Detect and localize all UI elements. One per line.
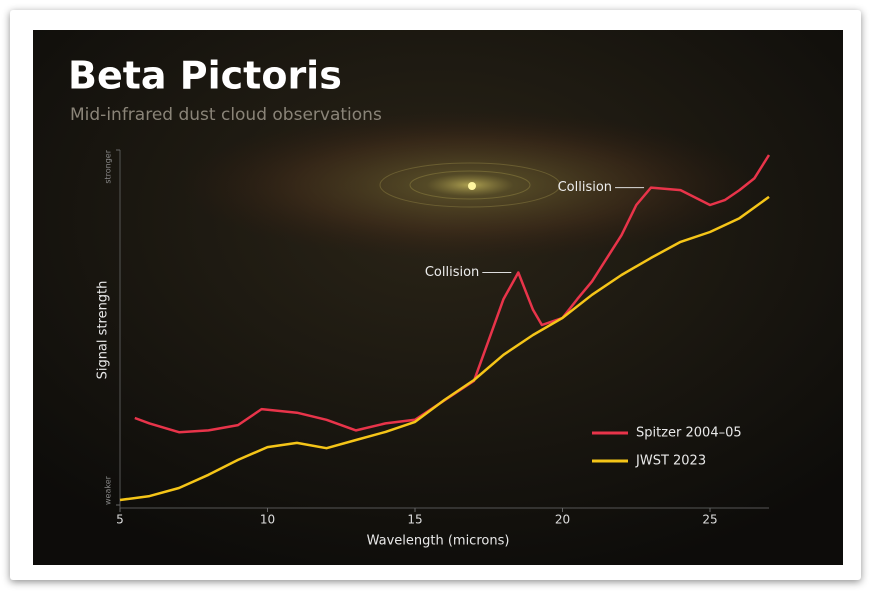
series-line	[119, 195, 770, 502]
x-tick-label: 25	[702, 513, 717, 527]
x-tick-label: 5	[116, 513, 124, 527]
x-tick-label: 15	[407, 513, 422, 527]
chart-subtitle: Mid-infrared dust cloud observations	[70, 105, 382, 125]
y-tick-label: weaker	[104, 475, 113, 505]
disk-ring	[379, 162, 561, 208]
x-tick-label: 10	[260, 513, 275, 527]
y-tick-label: stronger	[104, 149, 113, 183]
y-axis-label: Signal strength	[96, 281, 111, 380]
star	[468, 182, 476, 190]
legend-label: Spitzer 2004–05	[636, 426, 742, 441]
annotation-text: Collision	[558, 180, 612, 195]
chart-title: Beta Pictoris	[68, 54, 342, 98]
x-axis-label: Wavelength (microns)	[367, 534, 510, 549]
disk-ring	[409, 170, 531, 200]
legend-label: JWST 2023	[635, 454, 706, 469]
series-line	[134, 154, 771, 434]
annotation-text: Collision	[425, 265, 479, 280]
x-tick-label: 20	[555, 513, 570, 527]
